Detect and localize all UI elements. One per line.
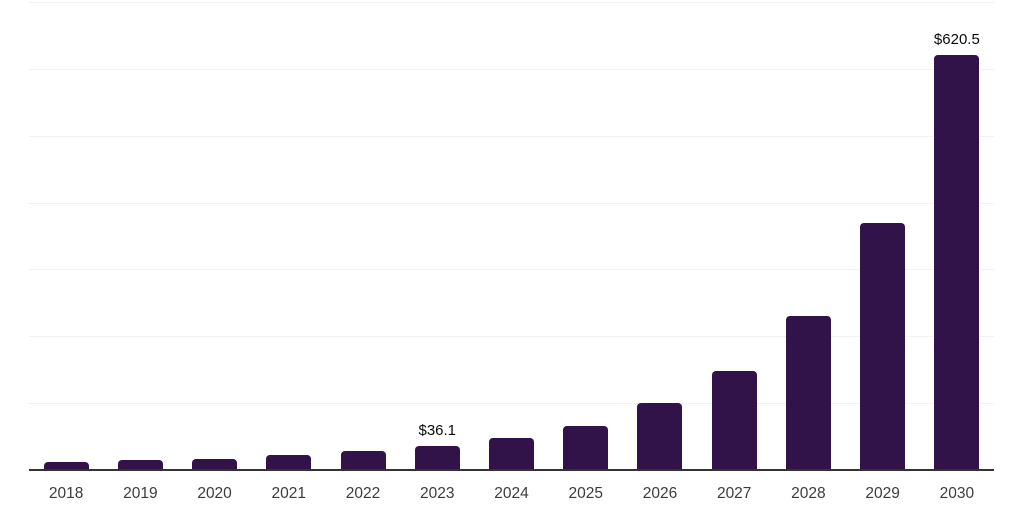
gridline [29,68,994,70]
x-tick-label-2024: 2024 [494,485,529,502]
value-label-2023: $36.1 [418,421,457,439]
x-axis-line [29,469,994,471]
x-tick-label-2030: 2030 [939,485,975,502]
bar-2023[interactable] [414,445,460,470]
bar-2030[interactable] [934,55,980,470]
bar-2025[interactable] [563,425,609,470]
bar-2028[interactable] [785,315,831,470]
bar-2018[interactable] [43,462,89,470]
bar-2026[interactable] [637,402,683,470]
bar-2029[interactable] [860,223,906,470]
bar-2027[interactable] [711,370,757,470]
x-tick-label-2021: 2021 [271,485,307,502]
bar-2020[interactable] [192,458,238,470]
x-tick-label-2027: 2027 [716,485,752,502]
x-tick-label-2022: 2022 [345,485,381,502]
bar-2019[interactable] [117,460,163,470]
bar-2022[interactable] [340,451,386,470]
x-tick-label-2029: 2029 [865,485,900,502]
gridline [29,135,994,137]
x-tick-label-2020: 2020 [197,485,232,502]
gridline [29,202,994,204]
x-tick-label-2023: 2023 [420,485,455,502]
gridline [29,269,994,271]
x-tick-label-2028: 2028 [791,485,826,502]
x-tick-label-2018: 2018 [48,485,84,502]
bar-2021[interactable] [266,454,312,470]
x-tick-label-2019: 2019 [123,485,158,502]
value-label-2030: $620.5 [933,31,980,49]
gridline [29,2,994,3]
bar-2024[interactable] [489,437,534,470]
x-tick-label-2025: 2025 [568,485,603,502]
gridline [29,403,994,405]
x-tick-label-2026: 2026 [642,485,678,502]
gridline [29,336,994,338]
